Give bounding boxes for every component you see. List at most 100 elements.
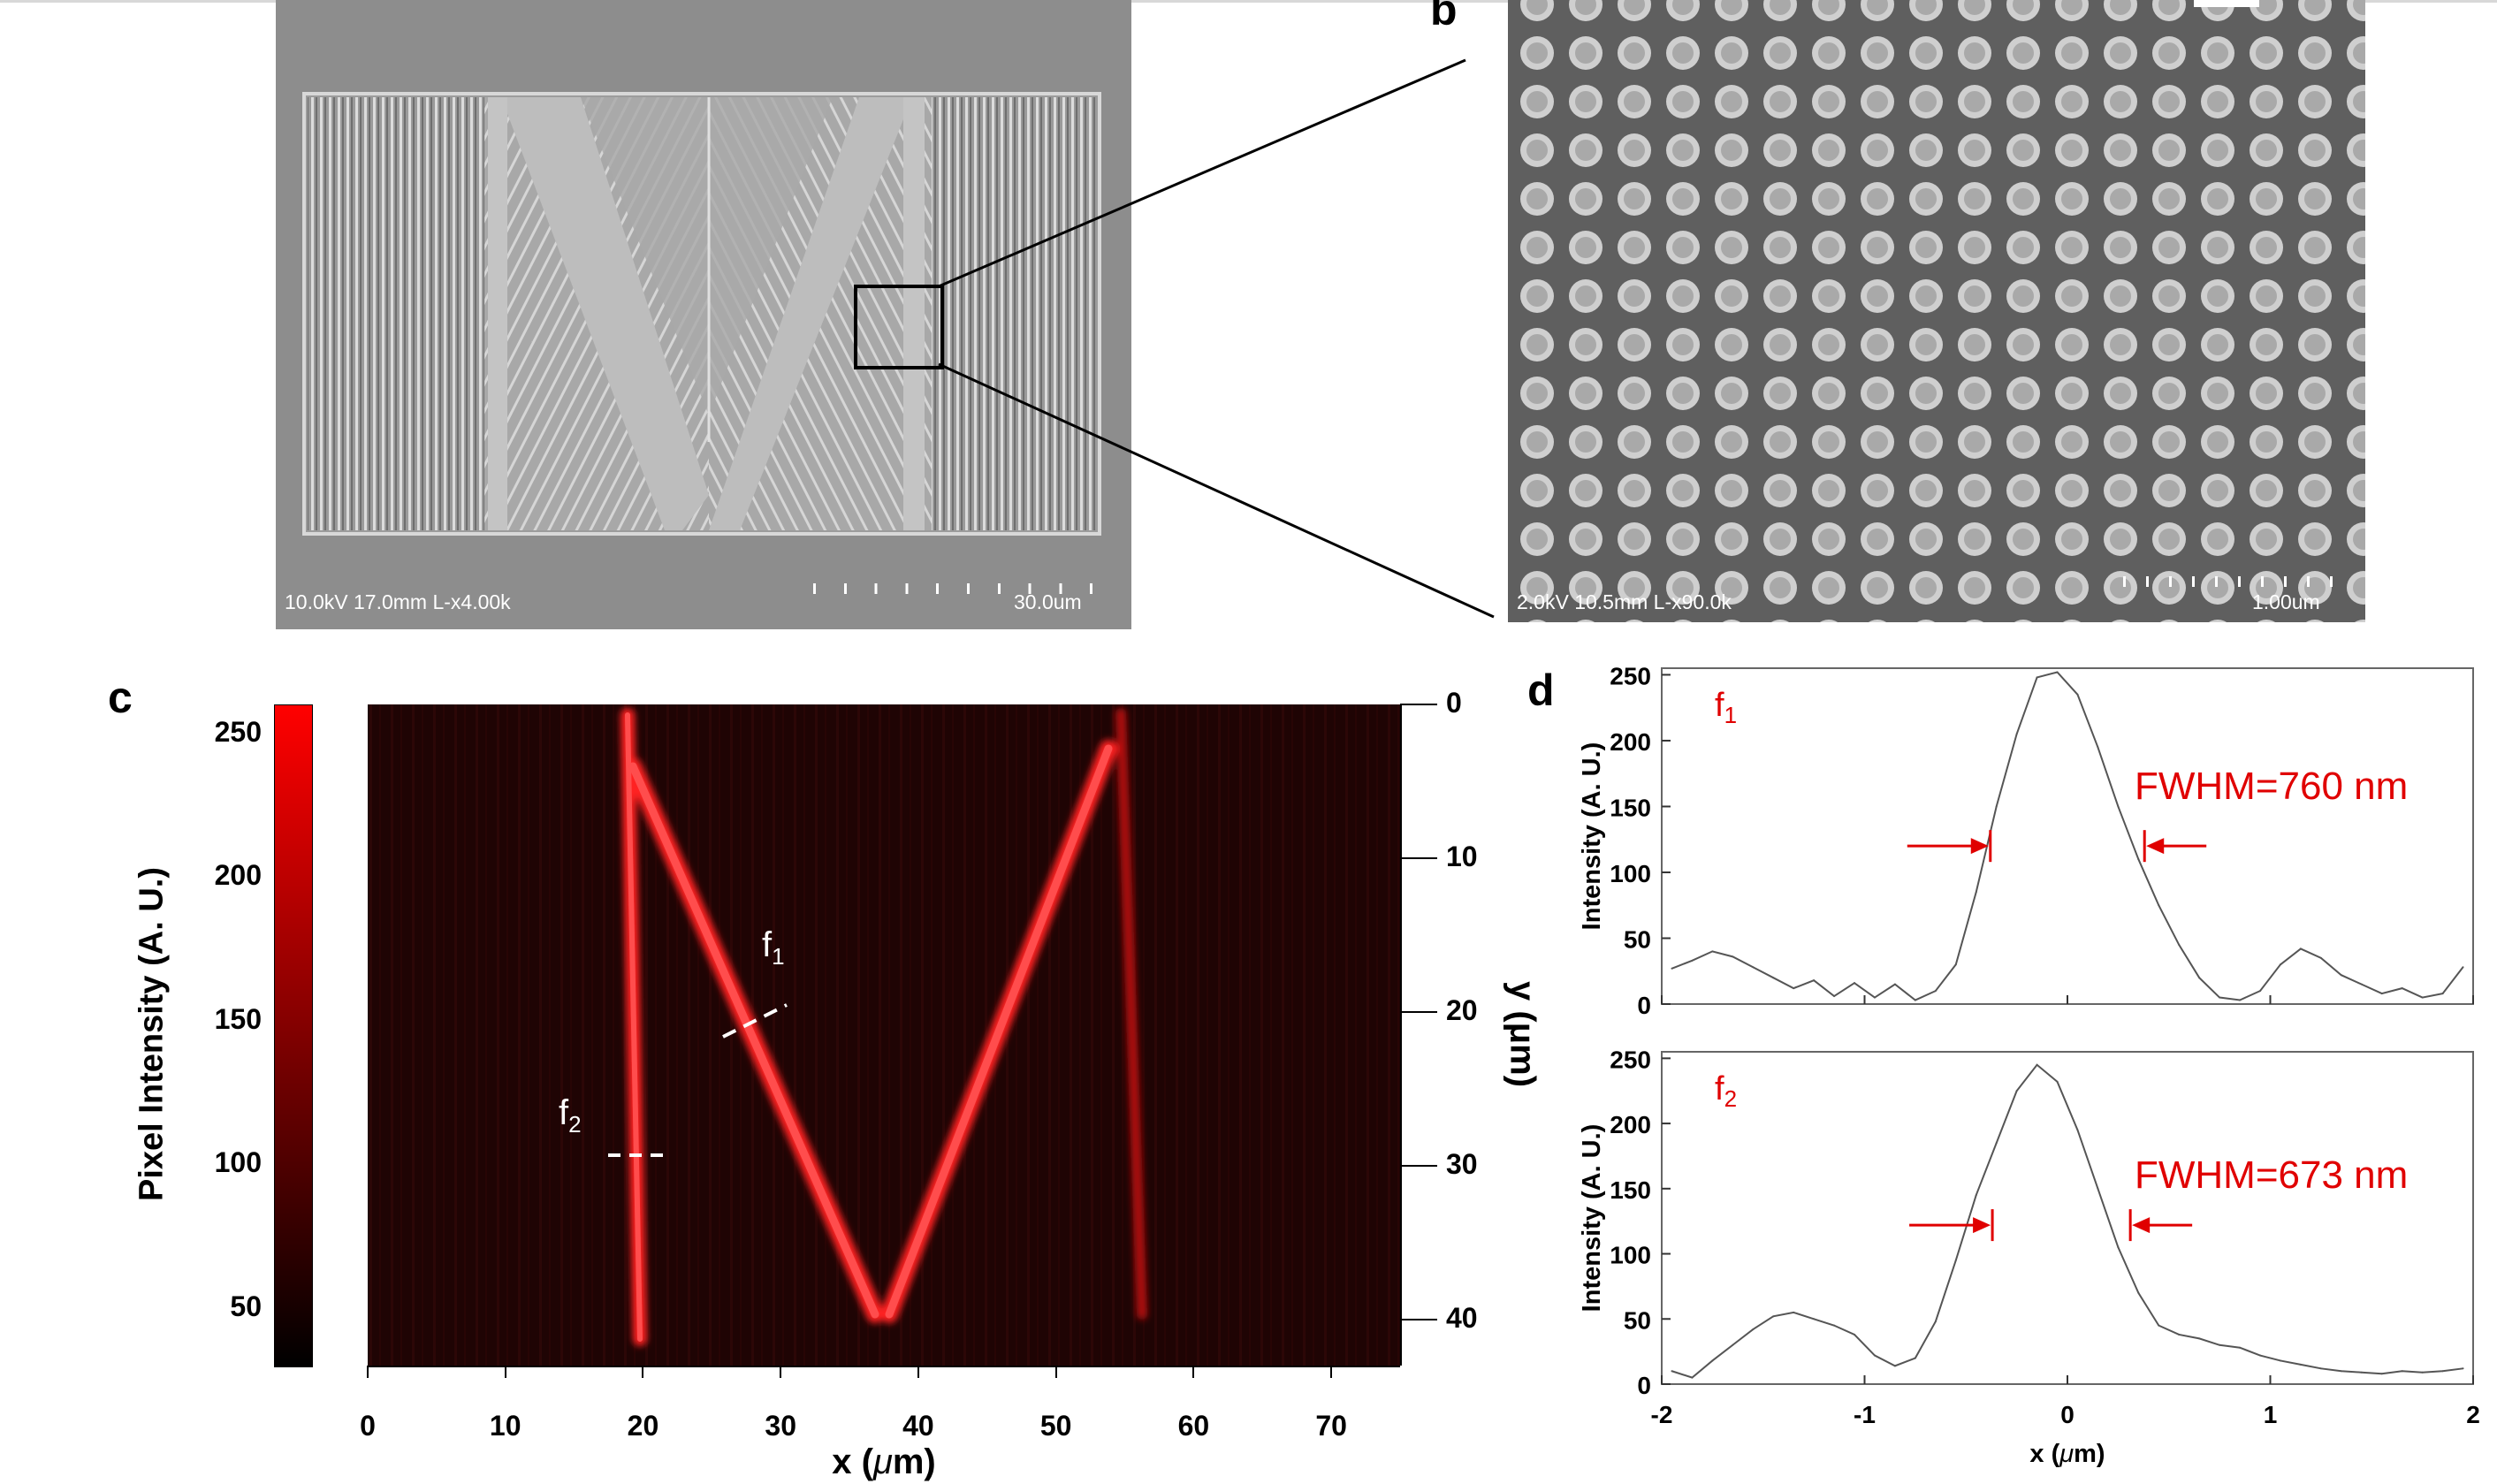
profile-point xyxy=(1873,1354,1876,1357)
y-tick-label: 50 xyxy=(1624,925,1651,953)
y-tick-label: 250 xyxy=(1610,662,1651,689)
profile-point xyxy=(1711,950,1714,953)
profile-line xyxy=(1671,671,2464,1001)
x-tick-label: -1 xyxy=(1854,1401,1876,1428)
profile-point xyxy=(2117,805,2120,808)
profile-point xyxy=(2279,963,2281,966)
profile-point xyxy=(2462,966,2464,969)
profile-point xyxy=(2380,1373,2383,1375)
profile-point xyxy=(1772,977,1775,979)
panel-label-b: b xyxy=(1430,0,1458,34)
f2-marker-label: f2 xyxy=(559,1093,582,1138)
profile-point xyxy=(2137,858,2140,861)
map-y-tick-label: 30 xyxy=(1446,1147,1478,1180)
profile-point xyxy=(2056,671,2059,674)
colorbar xyxy=(274,704,313,1367)
map-y-tick-label: 20 xyxy=(1446,993,1478,1026)
map-x-tick-mark xyxy=(917,1366,919,1378)
profile-point xyxy=(1914,999,1916,1001)
profile-point xyxy=(1975,891,1977,894)
profile-point xyxy=(1833,995,1836,998)
map-x-tick-label: 30 xyxy=(765,1410,796,1442)
profile-point xyxy=(1893,1365,1896,1367)
profile-point xyxy=(2299,1363,2302,1366)
profile-point xyxy=(2360,983,2363,986)
y-axis-label: Intensity (A. U.) xyxy=(1578,742,1606,931)
sem-pillar-caption: 2.0kV 10.5mm L-x90.0k xyxy=(1517,590,1732,613)
profile-point xyxy=(2401,987,2403,990)
profile-point xyxy=(2239,999,2242,1001)
sem-pillar-drawing xyxy=(1508,0,2365,622)
sem-overview-scale-bar xyxy=(813,583,1121,594)
profile-point xyxy=(2401,1370,2403,1373)
profile-point xyxy=(2219,1343,2221,1346)
profile-annotation-sub: 1 xyxy=(1724,702,1737,728)
map-y-tick-label: 40 xyxy=(1446,1301,1478,1334)
profile-point xyxy=(1732,955,1734,958)
profile-point xyxy=(1995,1142,1998,1145)
profile-point xyxy=(2015,1090,2018,1092)
map-x-tick-label: 20 xyxy=(627,1410,659,1442)
map-y-axis-label: y (μm) xyxy=(1503,980,1542,1088)
profile-annotation: f2 xyxy=(1715,1070,1737,1112)
x-axis-label-part: μ xyxy=(2059,1440,2074,1468)
profile-point xyxy=(2178,943,2181,946)
profile-annotation-main: f xyxy=(1715,1070,1724,1107)
y-tick-label: 100 xyxy=(1610,860,1651,887)
profile-point xyxy=(2219,996,2221,999)
profile-point xyxy=(2117,1246,2120,1249)
profile-point xyxy=(1813,979,1816,982)
profile-point xyxy=(2259,990,2262,993)
x-tick-label: 2 xyxy=(2466,1401,2480,1428)
map-x-tick-mark xyxy=(1192,1366,1195,1378)
plot-frame xyxy=(1661,667,2474,1005)
profile-point xyxy=(1772,1315,1775,1318)
x-tick-label: 1 xyxy=(2264,1401,2278,1428)
sem-overview-caption: 10.0kV 17.0mm L-x4.00k xyxy=(285,590,511,613)
colorbar-tick-label: 200 xyxy=(214,859,262,892)
map-x-tick-label: 60 xyxy=(1177,1410,1210,1442)
profile-point xyxy=(2036,676,2038,679)
profile-point xyxy=(1671,967,1673,970)
y-tick-label: 100 xyxy=(1610,1242,1651,1269)
colorbar-tick-label: 250 xyxy=(214,715,262,748)
fwhm-arrowhead-left xyxy=(1973,1217,1991,1234)
profile-annotation-main: f xyxy=(1715,687,1724,724)
profile-point xyxy=(1752,1328,1755,1331)
profile-point xyxy=(1873,996,1876,999)
fwhm-arrowhead-left xyxy=(1970,838,1989,855)
profile-point xyxy=(1833,1324,1836,1327)
map-x-axis-line xyxy=(368,1366,1400,1367)
profile-line xyxy=(1671,1063,2463,1379)
sem-pillar-scale-label: 1.00um xyxy=(2252,590,2320,613)
profile-point xyxy=(2340,1370,2342,1373)
profile-point xyxy=(1954,1259,1957,1261)
f1-marker-label: f1 xyxy=(762,925,785,970)
map-x-tick-label: 50 xyxy=(1039,1410,1072,1442)
profile-point xyxy=(2137,1291,2140,1294)
intensity-map-drawing xyxy=(368,704,1400,1366)
zoom-connector xyxy=(938,58,1495,619)
map-x-tick-mark xyxy=(780,1366,782,1378)
profile-point xyxy=(1671,1370,1673,1373)
profile-point xyxy=(2319,956,2322,959)
map-x-tick-mark xyxy=(1330,1366,1333,1378)
map-y-tick-mark xyxy=(1400,1010,1437,1013)
profile-point xyxy=(1793,987,1795,990)
profile-point xyxy=(2279,1359,2281,1362)
sem-image-pillars: 2.0kV 10.5mm L-x90.0k 1.00um xyxy=(1508,0,2365,622)
top-border xyxy=(0,0,2497,3)
x-axis-label-part: x ( xyxy=(2029,1440,2059,1468)
profile-point xyxy=(2360,1371,2363,1374)
profile-point xyxy=(1691,1376,1694,1379)
map-y-tick-label: 0 xyxy=(1446,687,1462,719)
plot-frame xyxy=(1661,1051,2474,1385)
profile-point xyxy=(1893,983,1896,986)
profile-point xyxy=(1711,1359,1714,1362)
map-y-tick-mark xyxy=(1400,1318,1437,1320)
map-y-tick-mark xyxy=(1400,1164,1437,1167)
profile-annotation-sub: 2 xyxy=(1724,1085,1737,1112)
map-y-tick-label: 10 xyxy=(1446,840,1478,872)
profile-point xyxy=(2158,1324,2160,1327)
